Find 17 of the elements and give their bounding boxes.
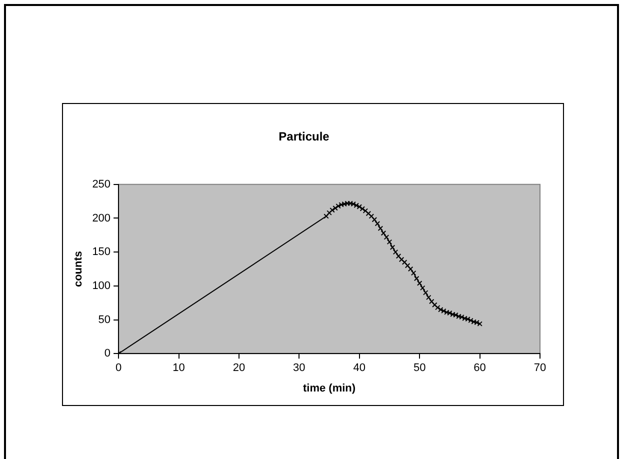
y-tick-label: 50 <box>98 314 111 326</box>
x-tick-label: 30 <box>293 362 306 374</box>
y-axis-title: counts <box>72 250 85 288</box>
y-tick-label: 200 <box>92 212 111 224</box>
y-tick-label: 100 <box>92 280 111 292</box>
y-tick-label: 150 <box>92 246 111 258</box>
x-tick-label: 40 <box>353 362 366 374</box>
x-tick-label: 10 <box>172 362 185 374</box>
x-tick-label: 20 <box>232 362 246 374</box>
x-tick-label: 60 <box>474 362 486 374</box>
x-tick-label: 70 <box>534 362 546 374</box>
y-tick-label: 250 <box>92 178 111 190</box>
x-axis-title: time (min) <box>302 382 356 394</box>
x-tick-label: 50 <box>413 362 426 374</box>
x-tick-label: 0 <box>115 362 122 374</box>
chart-title: Particule <box>278 130 330 144</box>
y-tick-label: 0 <box>104 348 111 360</box>
